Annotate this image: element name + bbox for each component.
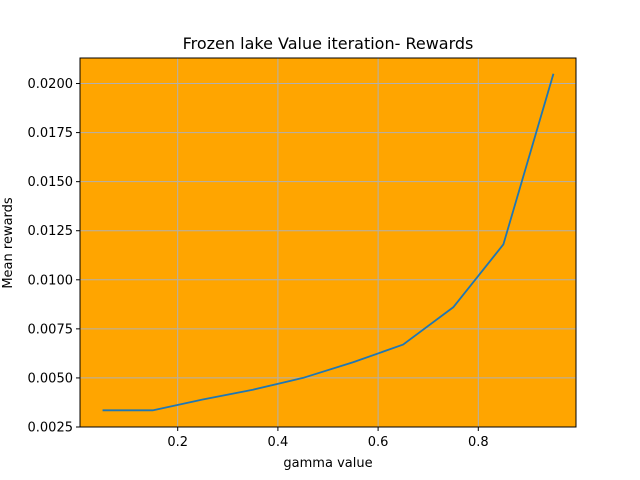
y-tick-label: 0.0100 — [28, 273, 74, 288]
x-axis-label: gamma value — [283, 456, 372, 471]
x-tick-label: 0.2 — [167, 435, 188, 450]
y-axis-label: Mean rewards — [1, 197, 16, 289]
x-tick-label: 0.6 — [368, 435, 389, 450]
y-tick-label: 0.0200 — [28, 77, 74, 92]
y-tick-label: 0.0075 — [28, 322, 74, 337]
y-axis: 0.0025 0.0050 0.0075 0.0100 0.0125 0.0150 0.01… — [28, 77, 80, 436]
x-tick-label: 0.4 — [268, 435, 289, 450]
plot-frame — [79, 57, 577, 428]
y-tick-label: 0.0150 — [28, 175, 74, 190]
y-tick-label: 0.0175 — [28, 126, 74, 141]
y-tick-label: 0.0025 — [28, 421, 74, 436]
series-layer — [102, 73, 555, 412]
chart-title: Frozen lake Value iteration- Rewards — [183, 34, 474, 53]
x-tick-label: 0.8 — [468, 435, 489, 450]
plot-area — [80, 58, 576, 427]
x-axis: 0.2 0.4 0.6 0.8 — [167, 427, 489, 450]
y-tick-label: 0.0050 — [28, 371, 74, 386]
y-tick-label: 0.0125 — [28, 224, 74, 239]
series-line — [102, 73, 555, 412]
